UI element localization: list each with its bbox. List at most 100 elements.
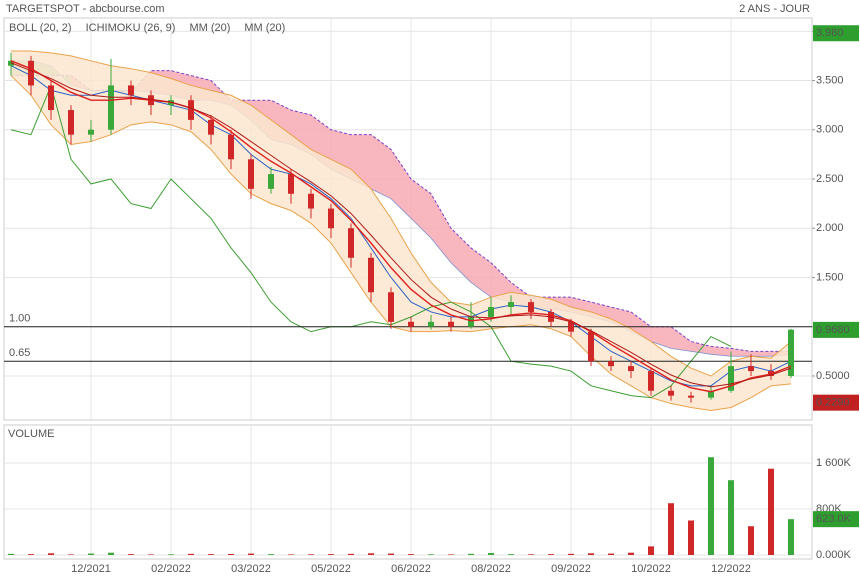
volume-bar [68, 554, 74, 555]
bollinger-band [371, 188, 391, 327]
candle-body [528, 302, 534, 312]
y-tick-label: 2.000 [816, 222, 844, 234]
legend-entry: MM (20) [189, 22, 230, 34]
candle-body [128, 85, 134, 96]
value-box [813, 25, 859, 42]
candle-body [708, 390, 714, 398]
candle-body [108, 85, 114, 130]
volume-bar [348, 553, 354, 555]
volume-bar [428, 554, 434, 555]
candle-body [388, 292, 394, 322]
bollinger-band [351, 169, 371, 303]
price-panel [3, 17, 813, 421]
volume-panel [3, 424, 813, 560]
ichimoku-cloud [391, 149, 411, 219]
bollinger-lower [10, 75, 792, 411]
candle-body [328, 208, 334, 229]
candle-body [228, 134, 234, 160]
candle-body [208, 119, 214, 135]
volume-bar [208, 554, 214, 555]
ichimoku-cloud [431, 193, 451, 263]
value-box-label: 0.2290 [816, 397, 850, 409]
x-tick-label: 08/2022 [471, 563, 511, 575]
moving-average [10, 62, 792, 388]
bollinger-band [611, 318, 631, 386]
candle-body [728, 366, 734, 391]
candle-body [688, 395, 694, 398]
volume-bar [148, 554, 154, 555]
period: 2 ANS - JOUR [739, 3, 810, 15]
x-tick-label: 10/2022 [631, 563, 671, 575]
bollinger-band [271, 119, 291, 211]
volume-bar [728, 480, 734, 555]
bollinger-band [531, 295, 551, 329]
volume-bar [48, 553, 54, 555]
bollinger-band [651, 341, 671, 404]
bollinger-band [151, 72, 171, 125]
y-tick-label: 1.500 [816, 271, 844, 283]
ichimoku-cloud [711, 346, 731, 357]
ichimoku-cloud [411, 178, 431, 239]
legend-entry: MM (20) [244, 22, 285, 34]
y-tick-label: 2.500 [816, 173, 844, 185]
volume-bar [268, 554, 274, 555]
bollinger-band [391, 218, 411, 332]
value-box-label: 0.9680 [816, 324, 850, 336]
ichimoku-lagging [10, 83, 732, 399]
ichimoku-cloud [751, 351, 771, 357]
candle-body [48, 85, 54, 111]
candle-body [488, 307, 494, 317]
candle-body [188, 100, 194, 120]
candle-body [648, 371, 654, 391]
x-tick-label: 12/2022 [711, 563, 751, 575]
volume-bar [288, 554, 294, 555]
volume-bar [588, 553, 594, 555]
bollinger-band [771, 341, 791, 386]
bollinger-band [571, 307, 591, 357]
ichimoku-cloud [471, 247, 491, 298]
ichimoku-cloud [451, 228, 471, 283]
bollinger-band [411, 252, 431, 332]
x-tick-label: 09/2022 [551, 563, 591, 575]
bollinger-band [111, 65, 131, 135]
bollinger-band [51, 52, 71, 145]
volume-bar [108, 552, 114, 555]
candle-body [428, 321, 434, 327]
volume-bar [548, 554, 554, 555]
ichimoku-cloud [611, 307, 631, 332]
candle-body [348, 228, 354, 258]
bollinger-band [591, 311, 611, 375]
ichimoku-cloud [371, 134, 391, 199]
x-tick-label: 12/2021 [71, 563, 111, 575]
bollinger-band [631, 328, 651, 398]
value-box [813, 394, 859, 411]
bollinger-band [211, 90, 231, 175]
volume-bar [188, 553, 194, 555]
y-tick-label: 0.000K [816, 549, 852, 561]
volume-bar [248, 553, 254, 555]
value-box [813, 511, 859, 528]
candle-body [568, 321, 574, 332]
value-box [813, 321, 859, 338]
legend-entry: ICHIMOKU (26, 9) [86, 22, 176, 34]
candle-body [368, 257, 374, 293]
legend-entry: BOLL (20, 2) [9, 22, 72, 34]
volume-bar [228, 553, 234, 555]
volume-bar [488, 552, 494, 555]
candle-body [448, 321, 454, 327]
y-tick-label: 1 600K [816, 457, 852, 469]
bollinger-band [431, 282, 451, 332]
candle-body [268, 174, 274, 189]
value-box-label: 3.980 [816, 27, 844, 39]
ichimoku-cloud [491, 262, 511, 303]
volume-bar [748, 526, 754, 555]
x-tick-label: 03/2022 [231, 563, 271, 575]
volume-bar [688, 520, 694, 555]
volume-bar [88, 553, 94, 555]
volume-bar [648, 546, 654, 555]
ichimoku-cloud [671, 326, 691, 352]
volume-bar [628, 552, 634, 555]
candle-body [608, 361, 614, 367]
candle-body [288, 174, 294, 194]
